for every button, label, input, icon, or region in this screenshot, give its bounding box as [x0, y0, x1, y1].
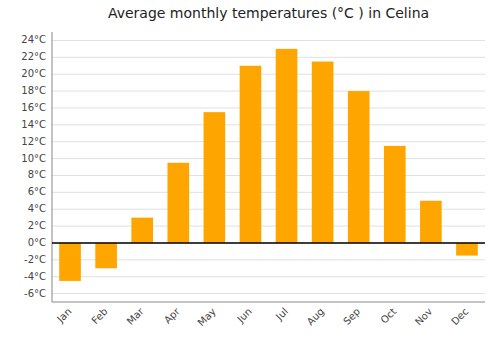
x-tick-label: Oct — [378, 306, 398, 326]
y-tick-label: -2°C — [24, 254, 46, 265]
grid-line — [52, 91, 485, 92]
y-tick-label: 4°C — [28, 203, 46, 214]
x-tick-label: May — [196, 306, 218, 328]
grid-line — [52, 124, 485, 125]
y-tick-label: 2°C — [28, 220, 46, 231]
chart: -6°C -4°C -2°C 0°C 2°C 4°C 6°C 8°C 10°C 12°C 14°C 1… — [0, 0, 500, 350]
y-tick-label: 18°C — [21, 85, 46, 96]
y-tick-label: -6°C — [24, 288, 46, 299]
grid-line — [52, 293, 485, 294]
grid-line — [52, 57, 485, 58]
y-axis-line — [52, 32, 53, 302]
x-tick-label: Sep — [341, 306, 362, 327]
bar — [95, 243, 117, 268]
page: {"chart_data": {"type": "bar", "title": … — [0, 0, 500, 350]
x-tick-label: Apr — [162, 305, 183, 326]
x-tick-label: Nov — [413, 306, 435, 328]
y-tick-label: 22°C — [21, 51, 46, 62]
y-axis: -6°C -4°C -2°C 0°C 2°C 4°C 6°C 8°C 10°C 12°C 14°C 1… — [21, 32, 52, 302]
bars — [59, 49, 478, 281]
y-tick-label: 20°C — [21, 68, 46, 79]
bar — [276, 49, 298, 243]
grid-line — [52, 242, 485, 243]
grid — [52, 40, 485, 293]
x-tick-label: Feb — [89, 306, 109, 326]
bar — [167, 163, 189, 243]
x-axis-line — [52, 302, 485, 303]
bar — [240, 66, 262, 243]
title: Average monthly temperatures (°C ) in Ce… — [108, 5, 429, 21]
grid-line — [52, 141, 485, 142]
grid-line — [52, 107, 485, 108]
y-tick-label: 12°C — [21, 136, 46, 147]
x-tick-label: Jun — [234, 306, 254, 326]
y-tick-label: 6°C — [28, 186, 46, 197]
bar — [456, 243, 478, 256]
bar — [59, 243, 81, 281]
grid-line — [52, 158, 485, 159]
y-tick-label: 24°C — [21, 34, 46, 45]
x-tick-label: Jan — [54, 306, 73, 325]
bar — [131, 218, 153, 243]
x-tick-label: Aug — [305, 306, 327, 328]
y-tick-label: 10°C — [21, 153, 46, 164]
y-tick-label: 14°C — [21, 119, 46, 130]
zero-line — [52, 242, 485, 244]
bar — [312, 62, 334, 243]
bar — [204, 112, 226, 243]
bar — [384, 146, 406, 243]
x-tick-label: Mar — [125, 305, 147, 327]
y-tick-label: 8°C — [28, 169, 46, 180]
grid-line — [52, 175, 485, 176]
x-axis: Jan Feb Mar Apr May Jun Jul Aug Sep Oct Nov Dec — [52, 302, 485, 328]
x-tick-label: Dec — [449, 306, 470, 327]
bar — [420, 201, 442, 243]
y-tick-label: 0°C — [28, 237, 46, 248]
grid-line — [52, 74, 485, 75]
y-tick-label: 16°C — [21, 102, 46, 113]
grid-line — [52, 276, 485, 277]
y-tick-label: -4°C — [24, 271, 46, 282]
grid-line — [52, 192, 485, 193]
bar — [348, 91, 370, 243]
x-tick-label: Jul — [273, 306, 290, 323]
grid-line — [52, 40, 485, 41]
